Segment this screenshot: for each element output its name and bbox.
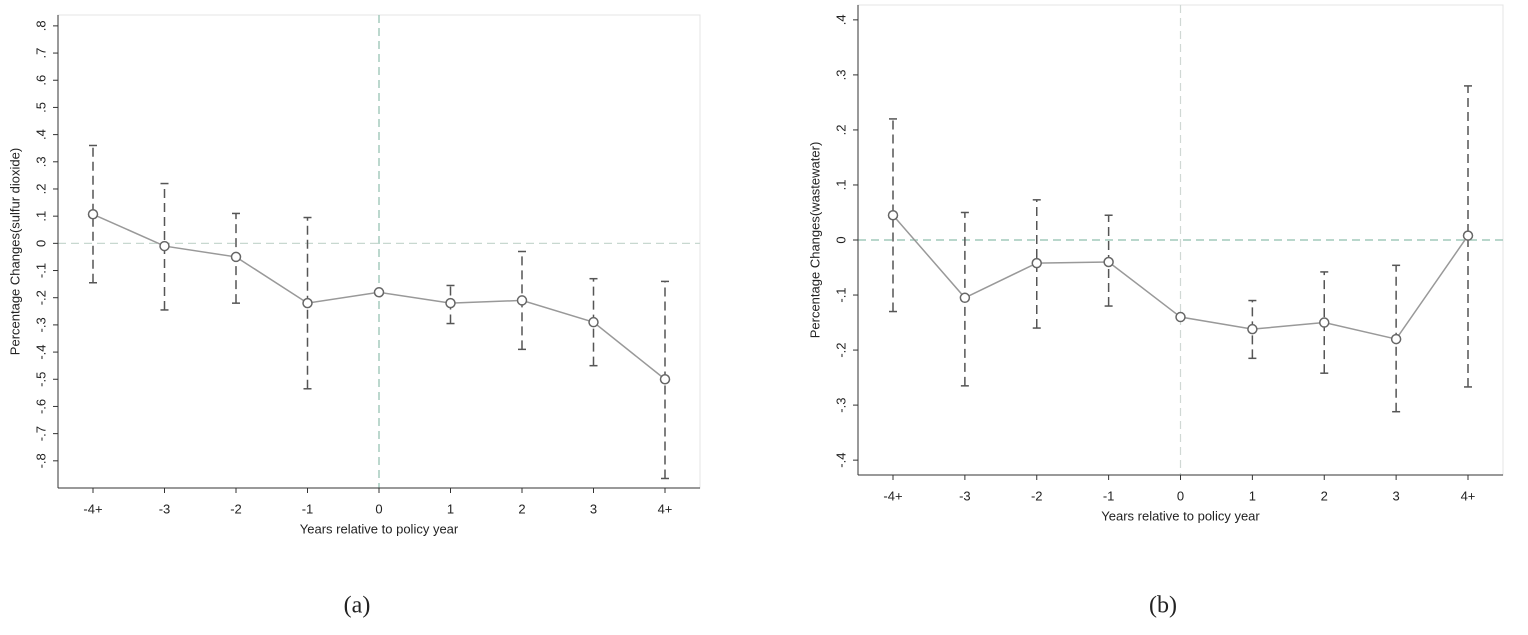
estimate-point (1031, 257, 1042, 269)
estimate-point (1175, 311, 1186, 323)
x-tick-label: 0 (1177, 488, 1184, 503)
estimate-point (959, 292, 971, 304)
y-tick-label: -.1 (833, 287, 848, 302)
x-tick-label: 4+ (658, 501, 673, 516)
caption: (b) (1149, 593, 1177, 619)
x-tick-label: 2 (518, 501, 525, 516)
y-tick-label: .2 (833, 125, 848, 136)
y-tick-label: 0 (33, 240, 48, 247)
y-tick-label: .6 (33, 75, 48, 86)
x-tick-label: 2 (1321, 488, 1328, 503)
x-tick-label: -2 (230, 501, 242, 516)
x-tick-label: 4+ (1461, 488, 1476, 503)
x-tick-label: -3 (159, 501, 171, 516)
x-tick-label: -4+ (83, 501, 102, 516)
y-tick-label: .1 (33, 211, 48, 222)
estimate-point (159, 240, 170, 252)
y-tick-label: -.2 (33, 290, 48, 305)
y-tick-label: -.5 (33, 372, 48, 387)
x-tick-label: 1 (1249, 488, 1256, 503)
estimate-point (373, 287, 385, 298)
y-tick-label: .3 (33, 156, 48, 167)
x-tick-label: -1 (1103, 488, 1115, 503)
estimate-point (230, 251, 242, 263)
x-tick-label: 1 (447, 501, 454, 516)
x-tick-label: 3 (590, 501, 597, 516)
estimate-point (588, 316, 599, 328)
y-tick-label: -.8 (33, 453, 48, 468)
estimate-point (1247, 323, 1258, 335)
estimate-point (1390, 333, 1402, 345)
y-tick-label: -.2 (833, 342, 848, 357)
caption: (a) (344, 593, 371, 619)
y-axis-label: Percentage Changes(wastewater) (807, 142, 822, 339)
y-tick-label: -.3 (33, 317, 48, 332)
y-tick-label: -.4 (33, 344, 48, 359)
x-tick-label: 3 (1393, 488, 1400, 503)
y-tick-label: .4 (833, 14, 848, 25)
y-tick-label: .7 (33, 48, 48, 59)
y-tick-label: .5 (33, 102, 48, 113)
estimate-point (1319, 317, 1330, 328)
estimate-point (659, 374, 671, 385)
y-tick-label: .2 (33, 184, 48, 195)
y-axis-label: Percentage Changes(sulfur dioxide) (7, 148, 22, 355)
estimate-point (302, 297, 313, 309)
y-tick-label: .8 (33, 20, 48, 31)
estimate-point (887, 209, 899, 221)
y-tick-label: -.4 (833, 453, 848, 468)
y-tick-label: -.3 (833, 398, 848, 413)
estimate-point (1462, 230, 1474, 241)
x-tick-label: -2 (1031, 488, 1043, 503)
y-tick-label: -.6 (33, 399, 48, 414)
x-tick-label: 0 (375, 501, 382, 516)
y-tick-label: -.1 (33, 263, 48, 278)
x-tick-label: -3 (959, 488, 971, 503)
y-tick-label: 0 (833, 236, 848, 243)
x-tick-label: -1 (302, 501, 314, 516)
estimate-point (516, 295, 528, 306)
estimate-point (87, 209, 99, 220)
y-tick-label: .1 (833, 180, 848, 191)
x-axis-label: Years relative to policy year (1101, 508, 1260, 523)
x-axis-label: Years relative to policy year (300, 521, 459, 536)
estimate-point (1103, 256, 1114, 268)
x-tick-label: -4+ (883, 488, 902, 503)
estimate-point (445, 297, 456, 309)
y-tick-label: -.7 (33, 426, 48, 441)
y-tick-label: .3 (833, 69, 848, 80)
y-tick-label: .4 (33, 129, 48, 140)
